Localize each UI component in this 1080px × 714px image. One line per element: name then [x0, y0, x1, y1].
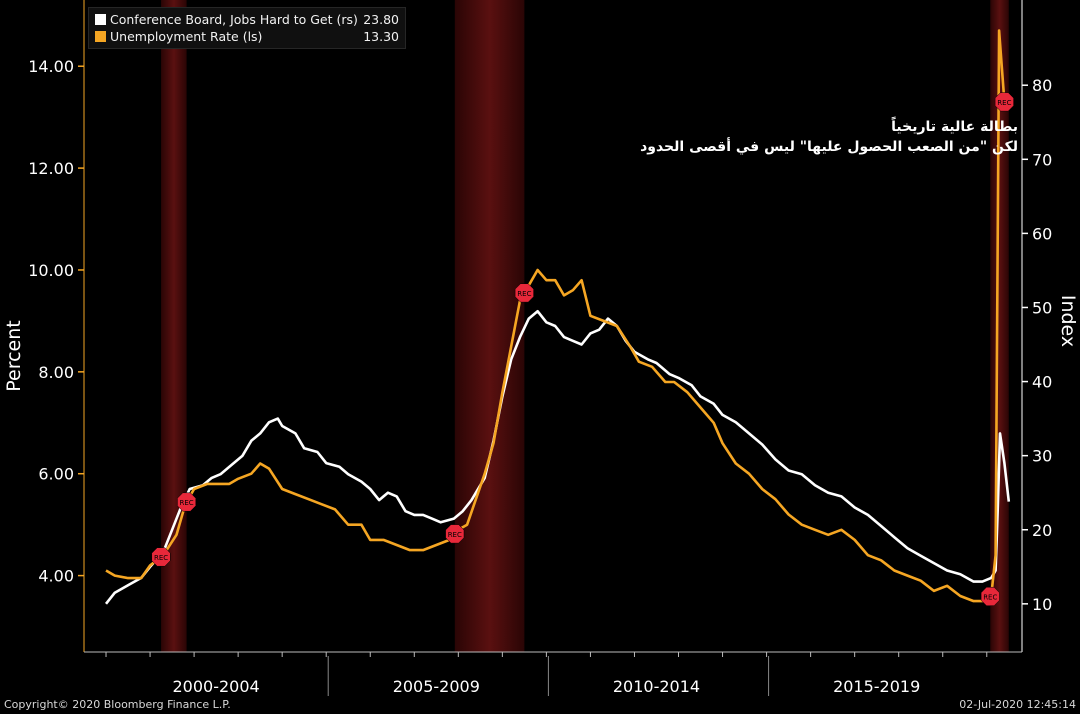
recession-marker-label: REC: [448, 531, 462, 539]
recession-marker-label: REC: [983, 593, 997, 601]
legend-swatch-white: [95, 14, 106, 25]
right-tick-label: 80: [1032, 76, 1052, 95]
right-axis-title: Index: [1057, 295, 1079, 347]
left-tick-label: 10.00: [28, 261, 74, 280]
left-tick-label: 8.00: [38, 363, 74, 382]
legend-value-unemployment-rate: 13.30: [363, 29, 399, 44]
right-tick-label: 60: [1032, 224, 1052, 243]
left-tick-label: 12.00: [28, 159, 74, 178]
chart-annotation: بطالة عالية تاريخياً لكن "من الصعب الحصو…: [640, 117, 1018, 157]
recession-band-1: [161, 0, 187, 652]
left-tick-label: 14.00: [28, 57, 74, 76]
right-tick-label: 20: [1032, 521, 1052, 540]
x-period-label: 2010-2014: [613, 677, 700, 696]
timestamp-text: 02-Jul-2020 12:45:14: [959, 698, 1076, 711]
right-tick-label: 40: [1032, 373, 1052, 392]
recession-marker-label: REC: [180, 499, 194, 507]
annotation-line-1: بطالة عالية تاريخياً: [891, 119, 1018, 135]
copyright-text: Copyright© 2020 Bloomberg Finance L.P.: [4, 698, 231, 711]
recession-marker: [980, 586, 1000, 606]
recession-band-2: [454, 0, 525, 652]
legend-swatch-orange: [95, 31, 106, 42]
left-axis-title: Percent: [3, 320, 25, 392]
x-period-label: 2015-2019: [833, 677, 920, 696]
x-period-label: 2005-2009: [393, 677, 480, 696]
right-tick-label: 10: [1032, 595, 1052, 614]
legend: Conference Board, Jobs Hard to Get (rs) …: [88, 7, 406, 49]
legend-item-unemployment-rate: Unemployment Rate (ls) 13.30: [95, 29, 399, 45]
legend-label-jobs-hard-to-get: Conference Board, Jobs Hard to Get (rs): [110, 12, 358, 27]
recession-marker: [994, 92, 1014, 112]
recession-marker: [514, 283, 534, 303]
right-tick-label: 50: [1032, 298, 1052, 317]
left-tick-label: 4.00: [38, 567, 74, 586]
series-line-jobs-hard-to-get: [104, 309, 1011, 605]
left-tick-label: 6.00: [38, 465, 74, 484]
recession-marker: [151, 547, 171, 567]
recession-marker-label: REC: [517, 290, 531, 298]
right-tick-label: 70: [1032, 150, 1052, 169]
x-period-label: 2000-2004: [173, 677, 260, 696]
recession-marker: [445, 524, 465, 544]
recession-marker: [177, 492, 197, 512]
legend-label-unemployment-rate: Unemployment Rate (ls): [110, 29, 263, 44]
right-tick-label: 30: [1032, 447, 1052, 466]
legend-value-jobs-hard-to-get: 23.80: [363, 12, 399, 27]
recession-marker-label: REC: [154, 554, 168, 562]
legend-item-jobs-hard-to-get: Conference Board, Jobs Hard to Get (rs) …: [95, 12, 399, 28]
recession-marker-label: REC: [997, 99, 1011, 107]
annotation-line-2: لكن "من الصعب الحصول عليها" ليس في أقصى …: [640, 139, 1018, 155]
series-line-unemployment-rate: [105, 29, 1009, 603]
